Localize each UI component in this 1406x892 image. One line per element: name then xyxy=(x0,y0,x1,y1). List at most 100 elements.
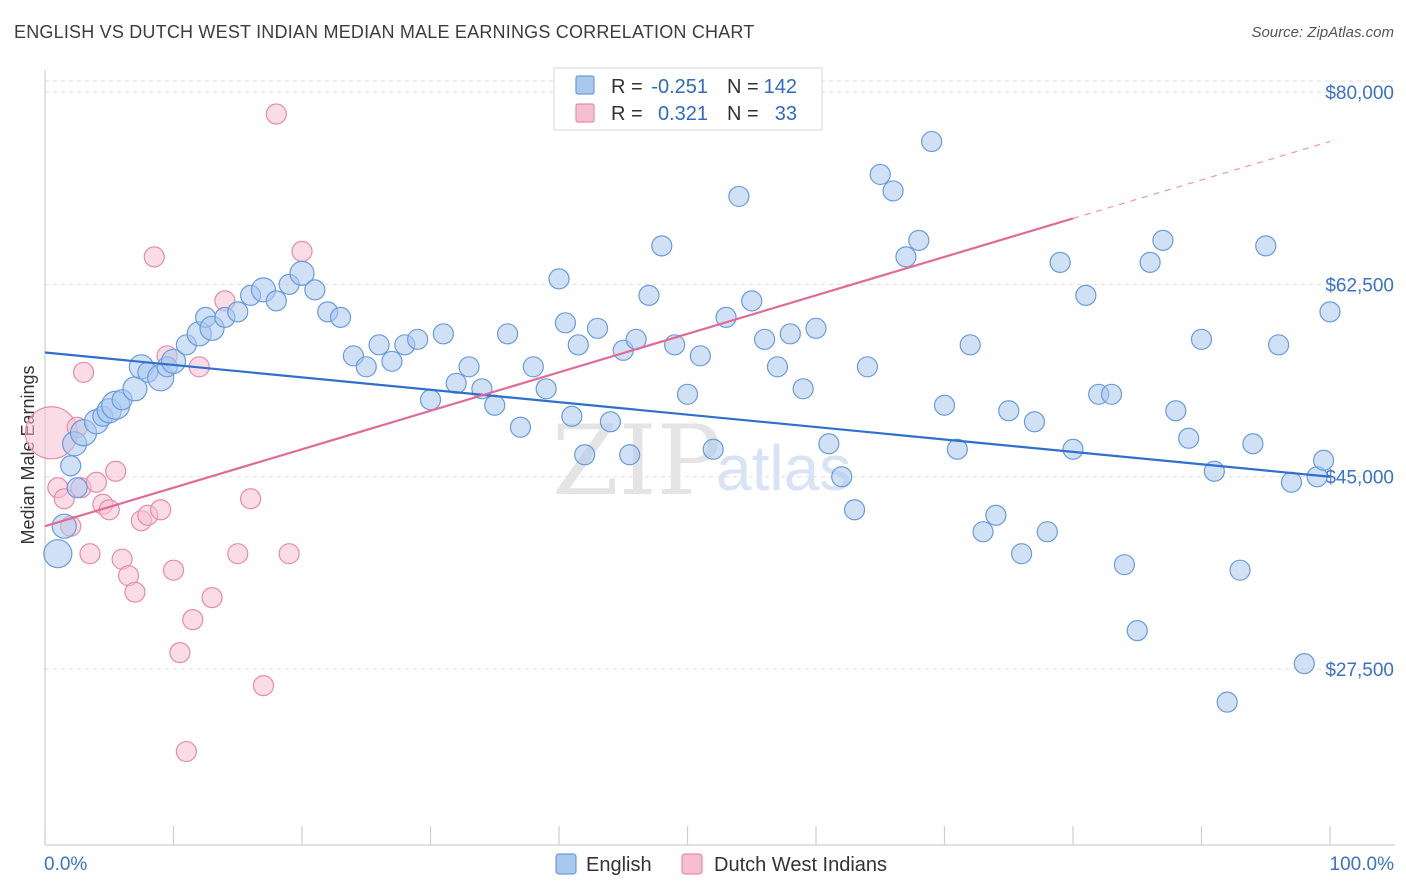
data-point-english xyxy=(959,334,981,356)
data-point-english xyxy=(1062,438,1084,460)
x-tick-label-max: 100.0% xyxy=(1330,854,1395,875)
data-point-english xyxy=(882,180,904,202)
data-point-english xyxy=(779,323,801,345)
data-point-english xyxy=(381,350,403,372)
data-point-english xyxy=(869,163,891,186)
data-point-english xyxy=(355,356,377,378)
watermark: ZIP atlas xyxy=(552,405,851,517)
data-point-english xyxy=(946,438,968,460)
data-point-english xyxy=(484,394,506,416)
data-point-english xyxy=(715,306,737,328)
data-point-english xyxy=(856,356,879,378)
data-point-english xyxy=(1126,620,1148,642)
legend-n-label-english: N = xyxy=(727,76,759,98)
data-point-english xyxy=(1010,543,1033,565)
data-point-english xyxy=(432,323,454,345)
correlation-legend: R = -0.251 N = 142 R = 0.321 N = 33 xyxy=(553,67,823,131)
data-point-english xyxy=(599,411,622,433)
legend-r-label-english: R = xyxy=(611,76,643,98)
data-point-english xyxy=(497,323,519,345)
data-point-english xyxy=(908,229,930,251)
data-point-dutch xyxy=(227,543,249,565)
data-point-english xyxy=(818,433,840,455)
data-point-english xyxy=(741,290,763,312)
data-point-english xyxy=(368,334,390,356)
data-point-english xyxy=(43,539,73,569)
data-point-english xyxy=(1190,328,1213,350)
legend-r-value-english: -0.251 xyxy=(651,76,708,98)
trend-line-dutch-extension xyxy=(1072,140,1331,219)
data-point-english xyxy=(638,284,660,306)
data-point-english xyxy=(766,356,789,378)
data-point-english xyxy=(419,389,442,411)
data-point-dutch xyxy=(278,543,300,565)
x-tick-label-min: 0.0% xyxy=(44,854,87,875)
legend-n-label-dutch: N = xyxy=(727,103,759,125)
data-point-english xyxy=(1267,334,1290,356)
y-tick-label: $27,500 xyxy=(1325,660,1394,681)
data-point-english xyxy=(1165,400,1187,422)
data-point-english xyxy=(1036,521,1058,543)
data-point-english xyxy=(1049,251,1071,273)
data-point-english xyxy=(805,317,827,339)
bottom-legend-swatch-english xyxy=(555,853,577,875)
trend-line-dutch xyxy=(44,217,1074,528)
data-point-english xyxy=(458,356,480,378)
data-point-english xyxy=(535,378,557,400)
legend-n-value-dutch: 33 xyxy=(775,103,797,125)
data-point-dutch xyxy=(291,240,313,262)
data-point-dutch xyxy=(175,740,197,763)
data-point-english xyxy=(554,312,577,334)
data-point-dutch xyxy=(85,471,108,493)
bottom-legend-label-dutch: Dutch West Indians xyxy=(714,854,887,876)
data-point-dutch xyxy=(252,675,275,697)
data-point-english xyxy=(933,394,956,416)
data-point-english xyxy=(702,438,724,460)
data-point-english xyxy=(1255,235,1277,257)
data-point-english xyxy=(51,513,77,539)
data-point-english xyxy=(561,405,583,427)
data-point-english xyxy=(831,466,853,488)
data-point-english xyxy=(985,504,1007,526)
data-point-english xyxy=(407,328,429,350)
data-point-dutch xyxy=(265,103,287,125)
data-point-english xyxy=(972,521,994,543)
data-point-english xyxy=(329,306,352,328)
data-point-english xyxy=(265,290,287,312)
legend-r-value-dutch: 0.321 xyxy=(658,103,708,125)
data-point-dutch xyxy=(79,543,101,565)
data-point-dutch xyxy=(105,460,127,482)
source-label: Source: ZipAtlas.com xyxy=(1251,24,1394,41)
data-point-dutch xyxy=(150,499,172,521)
data-point-english xyxy=(843,499,866,521)
y-axis-label: Median Male Earnings xyxy=(18,365,38,544)
data-point-english xyxy=(753,328,776,350)
data-point-english xyxy=(1100,383,1123,405)
legend-swatch-dutch xyxy=(575,103,595,123)
data-point-english xyxy=(651,235,673,257)
legend-r-label-dutch: R = xyxy=(611,103,643,125)
data-point-english xyxy=(998,400,1020,422)
data-point-dutch xyxy=(143,246,165,268)
data-point-english xyxy=(1293,653,1315,675)
data-point-english xyxy=(60,455,82,477)
data-point-english xyxy=(522,356,544,378)
legend-box xyxy=(553,67,823,131)
data-point-english xyxy=(1229,559,1251,581)
data-point-english xyxy=(304,279,326,301)
data-point-english xyxy=(728,185,750,208)
data-point-english xyxy=(548,268,570,290)
data-point-english xyxy=(676,383,699,405)
gridlines xyxy=(45,80,1395,670)
data-point-english xyxy=(1023,411,1046,433)
y-tick-label: $62,500 xyxy=(1325,275,1394,296)
y-tick-labels: $27,500 $45,000 $62,500 $80,000 xyxy=(1325,83,1394,681)
data-point-english xyxy=(445,372,467,394)
data-point-english xyxy=(895,246,917,268)
data-point-dutch xyxy=(72,361,95,383)
data-point-english xyxy=(1216,691,1238,713)
chart-title: ENGLISH VS DUTCH WEST INDIAN MEDIAN MALE… xyxy=(14,22,755,42)
data-point-english xyxy=(1139,251,1161,273)
data-point-english xyxy=(1319,301,1341,323)
